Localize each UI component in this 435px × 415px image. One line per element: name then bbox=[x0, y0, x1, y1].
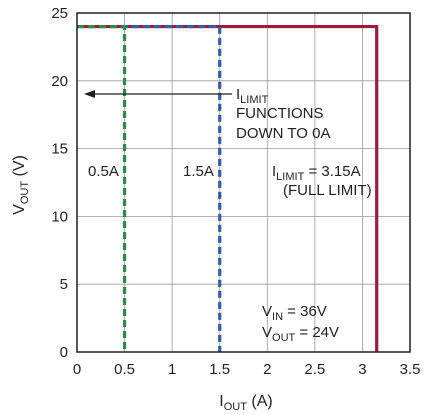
x-tick-label: 3 bbox=[358, 361, 366, 378]
label-1-5a: 1.5A bbox=[183, 163, 214, 180]
plot-frame bbox=[76, 12, 411, 353]
series-lines bbox=[77, 24, 379, 352]
x-tick-labels: 0 0.5 1 1.5 2 2.5 3 3.5 bbox=[73, 361, 421, 378]
x-tick-label: 0 bbox=[73, 361, 81, 378]
label-0-5a: 0.5A bbox=[88, 163, 119, 180]
x-tick-label: 2 bbox=[263, 361, 271, 378]
x-tick-label: 3.5 bbox=[400, 361, 421, 378]
limit-arrowhead-icon bbox=[84, 90, 95, 98]
y-tick-label: 20 bbox=[51, 73, 68, 90]
y-tick-label: 25 bbox=[51, 5, 68, 22]
series-line-0-5a bbox=[77, 24, 127, 352]
y-tick-label: 5 bbox=[60, 276, 68, 293]
y-tick-label: 0 bbox=[60, 344, 68, 361]
series-line-1-5a bbox=[77, 24, 222, 352]
y-axis-title: VOUT (V) bbox=[11, 155, 31, 215]
x-tick-label: 2.5 bbox=[304, 361, 325, 378]
grid bbox=[77, 13, 410, 352]
x-tick-label: 0.5 bbox=[114, 361, 135, 378]
arrow-annotation-line3: DOWN TO 0A bbox=[236, 125, 330, 142]
y-tick-labels: 0 5 10 15 20 25 bbox=[51, 5, 68, 361]
condition-vout: VOUT = 24V bbox=[262, 324, 339, 344]
x-tick-label: 1.5 bbox=[209, 361, 230, 378]
y-tick-label: 15 bbox=[51, 141, 68, 158]
arrow-annotation-line1: ILIMIT bbox=[236, 86, 269, 106]
condition-vin: VIN = 36V bbox=[262, 303, 327, 323]
x-axis-title: IOUT (A) bbox=[219, 393, 272, 413]
full-limit-line1: ILIMIT = 3.15A bbox=[272, 163, 361, 183]
arrow-annotation-line2: FUNCTIONS bbox=[236, 105, 324, 122]
y-tick-label: 10 bbox=[51, 208, 68, 225]
x-tick-label: 1 bbox=[168, 361, 176, 378]
full-limit-line2: (FULL LIMIT) bbox=[283, 182, 372, 199]
